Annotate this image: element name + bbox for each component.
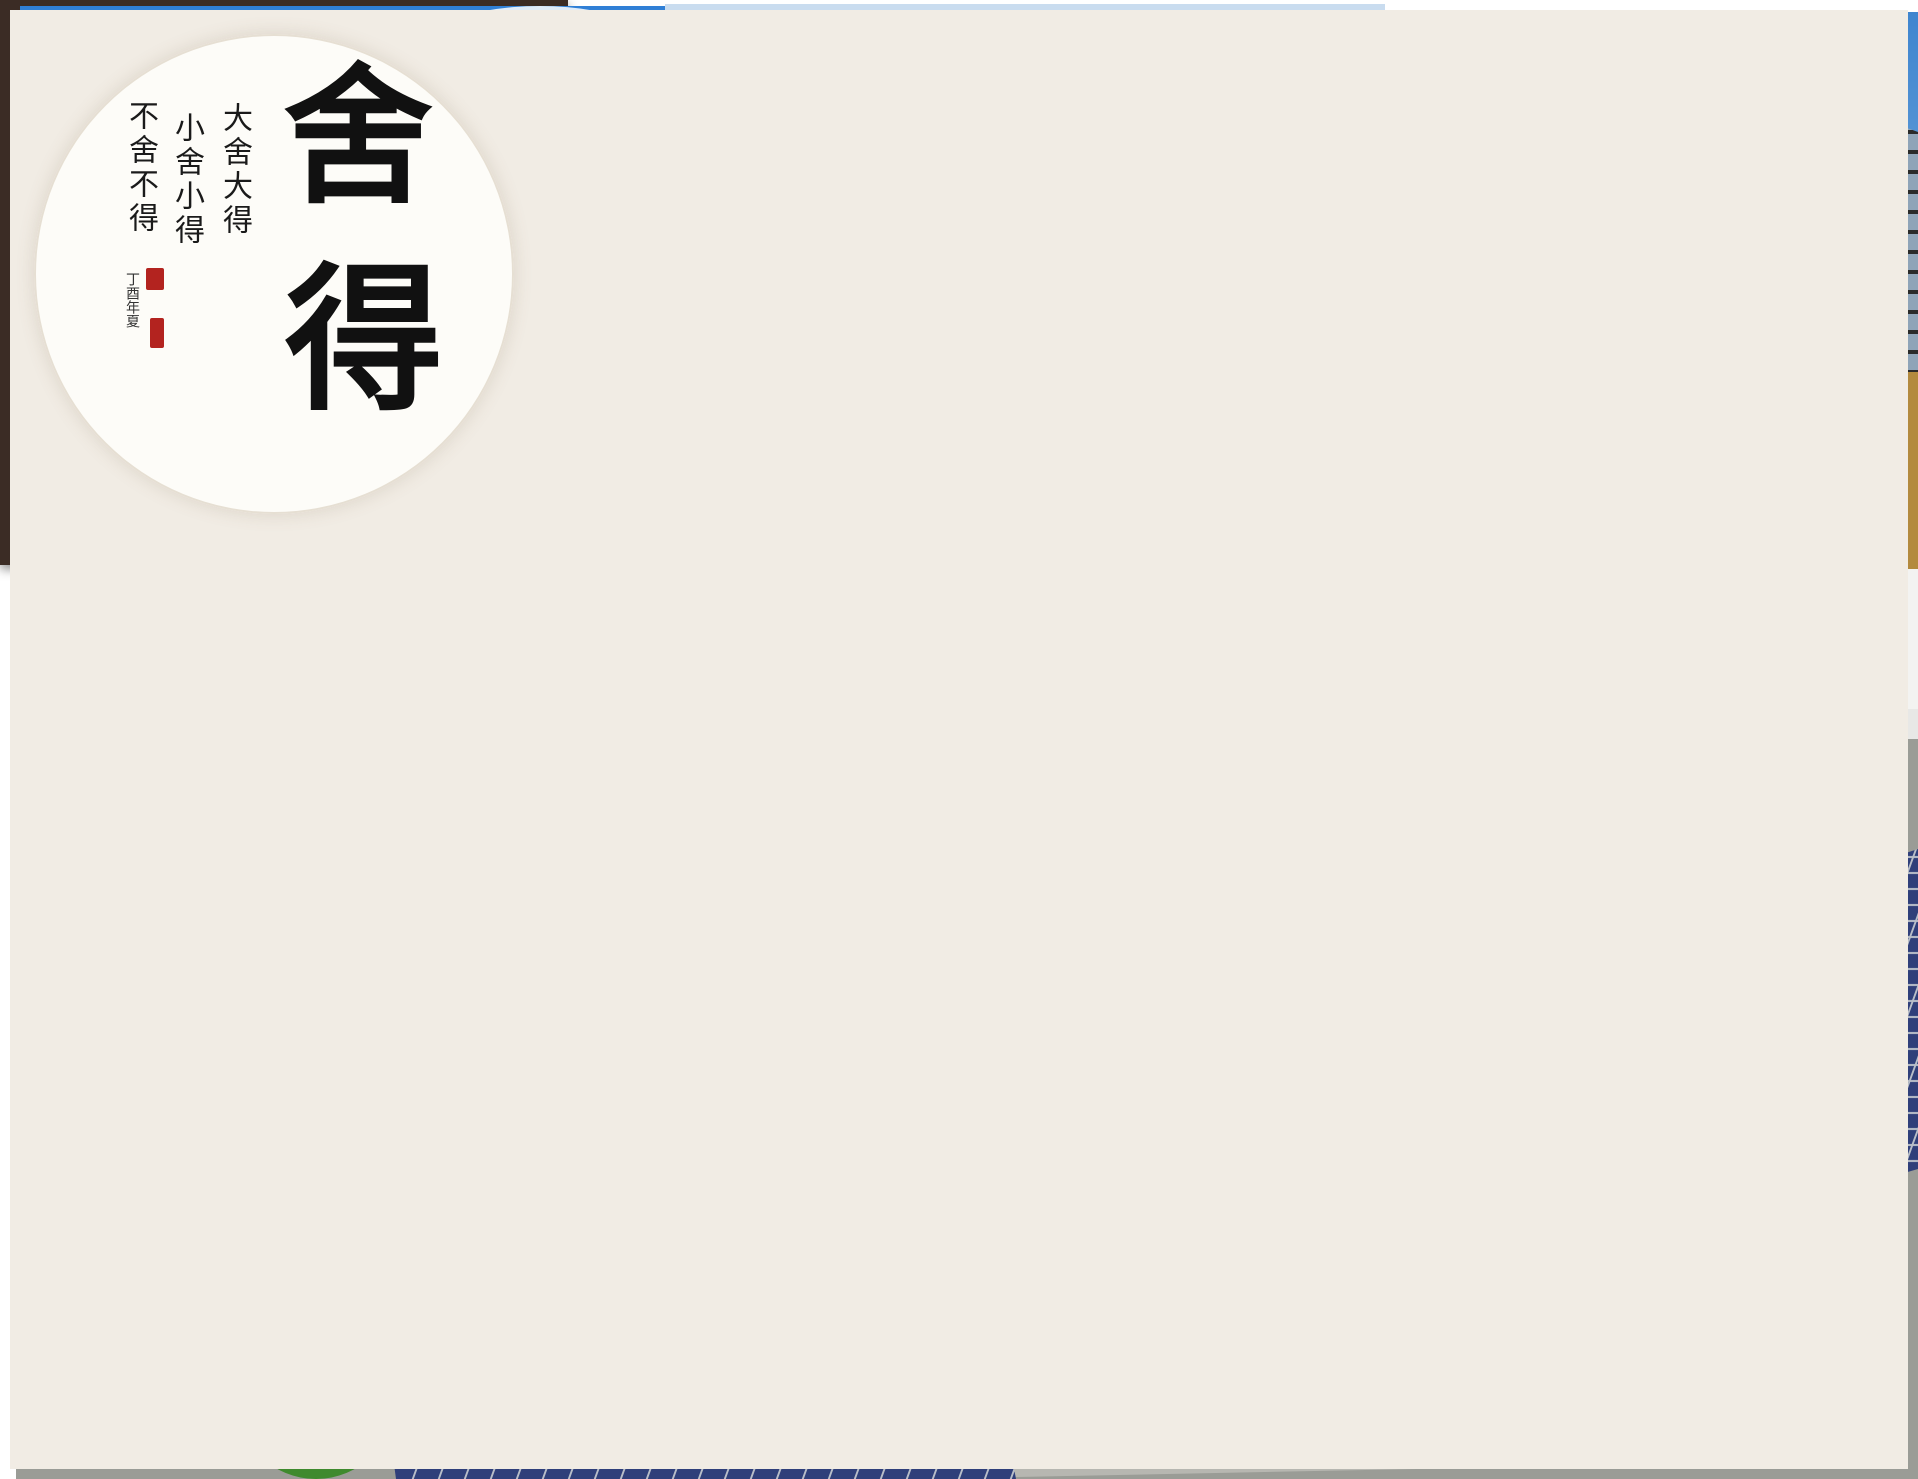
seal-stamp-1 bbox=[146, 268, 164, 290]
seal-stamp-2 bbox=[150, 318, 164, 348]
verse-column-3: 不舍不得 bbox=[123, 100, 158, 236]
main-char-top: 舍 bbox=[283, 49, 434, 225]
signature: 丁酉年夏 bbox=[124, 272, 140, 328]
main-char-bottom: 得 bbox=[285, 248, 443, 433]
verse-column-2: 小舍小得 bbox=[169, 112, 204, 248]
verse-column-1: 大舍大得 bbox=[217, 102, 252, 238]
scroll-disc bbox=[34, 34, 514, 514]
